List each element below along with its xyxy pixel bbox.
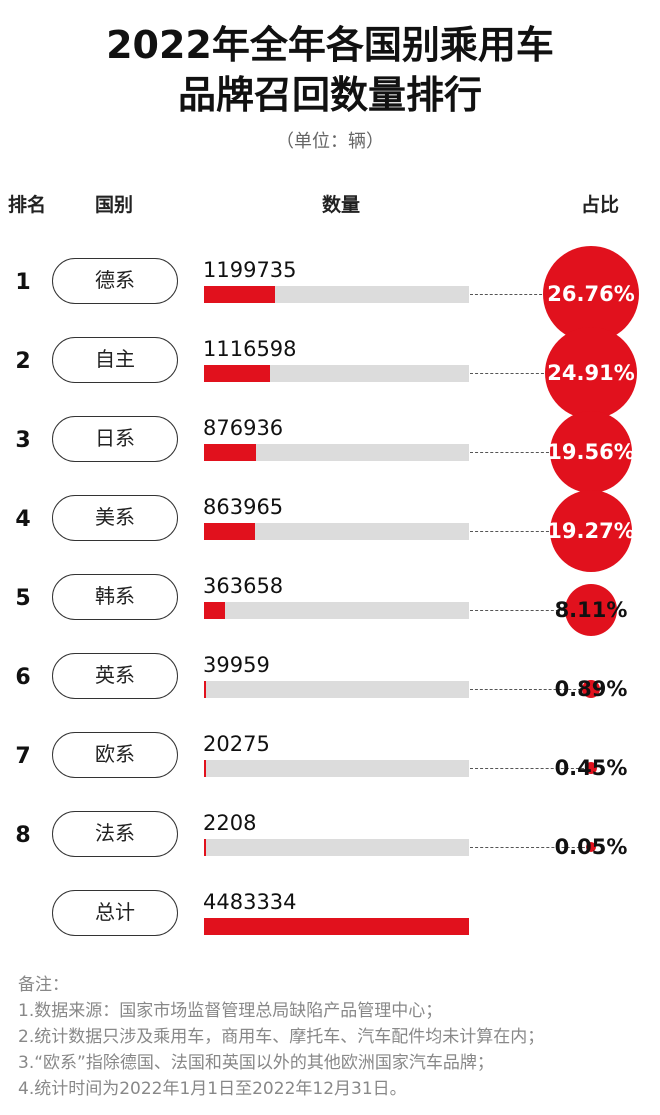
row-5-share-bubble [565, 584, 617, 636]
header-share: 占比 [581, 194, 620, 216]
row-8-share-bubble [586, 842, 596, 852]
total-country-label: 总计 [52, 890, 178, 936]
row-1-share-bubble [543, 246, 639, 342]
row-4-leader-line [470, 531, 554, 532]
chart-title-line-1: 2022年全年各国别乘用车 [106, 23, 554, 67]
row-3-bar [204, 444, 256, 461]
row-6-bar-track [204, 681, 469, 698]
chart-title-line-2: 品牌召回数量排行 [177, 73, 482, 117]
row-5-bar-track [204, 602, 469, 619]
row-7-bar-track [204, 760, 469, 777]
row-4-value: 863965 [203, 495, 284, 519]
row-8-bar-track [204, 839, 469, 856]
notes-heading: 备注： [18, 975, 69, 995]
row-2-share-bubble [545, 327, 637, 419]
row-7-country-label: 欧系 [52, 732, 178, 778]
row-3-share-bubble [550, 411, 632, 493]
row-2-rank: 2 [15, 349, 31, 374]
row-1-country-label: 德系 [52, 258, 178, 304]
row-1-value: 1199735 [203, 258, 297, 282]
row-7-share-bubble [585, 762, 597, 774]
row-2-country-label: 自主 [52, 337, 178, 383]
total-value: 4483334 [203, 890, 297, 914]
row-6-leader-line [470, 689, 586, 690]
row-6-share-bubble [582, 680, 600, 698]
row-1-bar [204, 286, 275, 303]
row-3-country-label: 日系 [52, 416, 178, 462]
unit-label: （单位：辆） [276, 131, 384, 152]
row-3-value: 876936 [203, 416, 284, 440]
notes: 备注： 1.数据来源：国家市场监督管理总局缺陷产品管理中心； 2.统计数据只涉及… [18, 972, 544, 1102]
row-7-bar [204, 760, 206, 777]
row-4-share-label: 19.27% [547, 519, 635, 543]
row-2-leader-line [470, 373, 549, 374]
row-2-share-label: 24.91% [547, 361, 635, 385]
row-8-rank: 8 [15, 823, 31, 848]
row-8-value: 2208 [203, 811, 257, 835]
row-3-share-label: 19.56% [547, 440, 635, 464]
row-2-value: 1116598 [203, 337, 297, 361]
row-5-country-label: 韩系 [52, 574, 178, 620]
row-1-rank: 1 [15, 270, 31, 295]
row-8-country-label: 法系 [52, 811, 178, 857]
row-5-rank: 5 [15, 586, 31, 611]
header-country: 国别 [95, 194, 134, 216]
row-1-leader-line [470, 294, 547, 295]
row-6-bar [204, 681, 206, 698]
note-4: 4.统计时间为2022年1月1日至2022年12月31日。 [18, 1079, 407, 1099]
row-7-value: 20275 [203, 732, 270, 756]
row-4-share-bubble [550, 490, 632, 572]
row-5-value: 363658 [203, 574, 284, 598]
note-3: 3.“欧系”指除德国、法国和英国以外的其他欧洲国家汽车品牌； [18, 1053, 494, 1073]
row-1-bar-track [204, 286, 469, 303]
row-6-share-label: 0.89% [554, 677, 628, 701]
row-1-share-label: 26.76% [547, 282, 635, 306]
row-3-bar-track [204, 444, 469, 461]
row-5-share-label: 8.11% [554, 598, 628, 622]
note-1: 1.数据来源：国家市场监督管理总局缺陷产品管理中心； [18, 1001, 443, 1021]
total-bar [204, 918, 469, 935]
row-2-bar-track [204, 365, 469, 382]
row-5-bar [204, 602, 225, 619]
row-6-value: 39959 [203, 653, 270, 677]
note-2: 2.统计数据只涉及乘用车，商用车、摩托车、汽车配件均未计算在内； [18, 1027, 545, 1047]
row-8-share-label: 0.05% [554, 835, 628, 859]
total-bar-track [204, 918, 469, 935]
row-3-leader-line [470, 452, 554, 453]
row-4-rank: 4 [15, 507, 31, 532]
row-4-country-label: 美系 [52, 495, 178, 541]
row-7-share-label: 0.45% [554, 756, 628, 780]
row-8-bar [204, 839, 206, 856]
row-3-rank: 3 [15, 428, 31, 453]
row-5-leader-line [470, 610, 569, 611]
row-4-bar [204, 523, 255, 540]
header-rank: 排名 [8, 194, 47, 216]
row-8-leader-line [470, 847, 590, 848]
row-6-country-label: 英系 [52, 653, 178, 699]
row-7-rank: 7 [15, 744, 31, 769]
row-4-bar-track [204, 523, 469, 540]
header-quantity: 数量 [322, 194, 361, 216]
row-2-bar [204, 365, 270, 382]
row-7-leader-line [470, 768, 589, 769]
row-6-rank: 6 [15, 665, 31, 690]
